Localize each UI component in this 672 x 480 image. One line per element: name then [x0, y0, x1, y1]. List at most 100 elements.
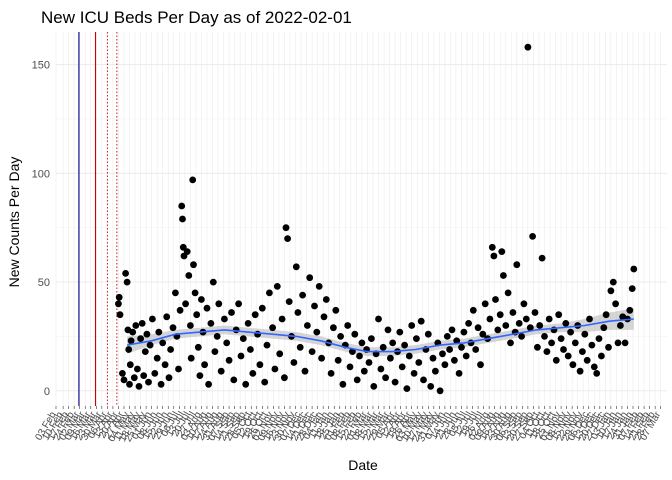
- data-point: [555, 311, 563, 319]
- smooth-trend-line: [126, 318, 634, 353]
- data-point: [211, 348, 219, 355]
- data-point: [612, 300, 619, 308]
- data-point: [520, 300, 528, 308]
- data-point: [529, 233, 536, 240]
- data-point: [387, 354, 394, 362]
- data-point: [132, 322, 140, 329]
- data-point: [614, 339, 622, 347]
- data-point: [151, 370, 159, 377]
- data-point: [518, 333, 525, 340]
- data-point: [481, 300, 489, 308]
- data-point: [513, 261, 521, 269]
- data-point: [179, 215, 186, 223]
- data-point: [232, 326, 240, 334]
- data-point: [134, 365, 141, 373]
- data-point: [337, 333, 344, 340]
- data-point: [189, 176, 197, 184]
- data-point: [439, 350, 446, 358]
- data-point: [379, 343, 387, 351]
- data-point: [187, 322, 194, 329]
- data-point: [167, 346, 175, 353]
- data-point: [271, 365, 279, 373]
- data-point: [330, 324, 337, 332]
- data-point: [123, 278, 131, 286]
- data-point: [223, 339, 231, 347]
- data-point: [368, 335, 375, 342]
- data-point: [562, 320, 570, 327]
- data-point: [581, 330, 589, 338]
- data-point: [552, 356, 560, 364]
- data-point: [365, 359, 373, 366]
- data-point: [526, 324, 534, 332]
- data-point: [127, 337, 135, 345]
- y-tick-label: 100: [32, 168, 50, 180]
- data-point: [356, 352, 363, 360]
- data-point: [254, 330, 261, 338]
- smooth-confidence-band: [127, 308, 634, 356]
- data-point: [201, 361, 209, 369]
- data-point: [382, 374, 389, 382]
- data-point: [215, 300, 223, 308]
- data-point: [543, 348, 551, 355]
- data-point: [351, 330, 359, 338]
- data-point: [209, 278, 217, 286]
- data-point: [140, 372, 148, 379]
- data-point: [583, 356, 591, 364]
- data-point: [239, 335, 247, 342]
- data-point: [230, 376, 238, 384]
- data-point: [194, 343, 202, 351]
- data-point: [125, 346, 133, 353]
- data-point: [370, 383, 378, 390]
- data-point: [593, 370, 601, 377]
- data-point: [413, 335, 420, 342]
- data-point: [545, 315, 553, 323]
- data-point: [564, 352, 572, 360]
- data-point: [157, 380, 165, 388]
- data-point: [235, 300, 243, 308]
- data-point: [522, 315, 530, 323]
- data-point: [256, 361, 264, 369]
- data-point: [179, 243, 187, 251]
- data-point: [122, 270, 129, 277]
- data-point: [536, 322, 544, 329]
- data-point: [155, 328, 163, 336]
- data-point: [237, 352, 245, 360]
- data-point: [315, 283, 323, 290]
- data-point: [149, 315, 156, 323]
- data-point: [346, 363, 354, 371]
- data-point: [403, 385, 411, 392]
- data-point: [320, 313, 328, 321]
- data-point: [432, 367, 439, 375]
- data-point: [600, 324, 608, 332]
- data-point: [488, 243, 496, 251]
- data-point: [579, 348, 586, 355]
- data-point: [396, 328, 404, 336]
- data-point: [458, 343, 465, 351]
- data-point: [353, 376, 361, 384]
- data-point: [126, 361, 134, 369]
- data-point: [242, 380, 250, 388]
- data-point: [443, 333, 451, 340]
- data-point: [190, 261, 197, 269]
- data-point: [472, 346, 480, 353]
- data-point: [541, 333, 548, 340]
- data-point: [500, 272, 507, 279]
- y-tick-label: 50: [38, 277, 50, 289]
- data-point: [284, 235, 291, 243]
- y-tick-label: 150: [32, 60, 50, 72]
- data-point: [538, 254, 546, 262]
- data-point: [322, 296, 330, 303]
- y-tick-label: 0: [44, 386, 50, 398]
- data-point: [225, 356, 233, 364]
- data-point: [465, 320, 472, 327]
- data-point: [607, 287, 615, 295]
- data-point: [165, 374, 173, 382]
- data-point: [598, 352, 605, 360]
- data-point: [569, 361, 577, 369]
- data-point: [205, 380, 213, 388]
- data-point: [405, 352, 413, 360]
- data-point: [344, 322, 352, 329]
- data-point: [119, 370, 126, 377]
- data-point: [590, 363, 598, 371]
